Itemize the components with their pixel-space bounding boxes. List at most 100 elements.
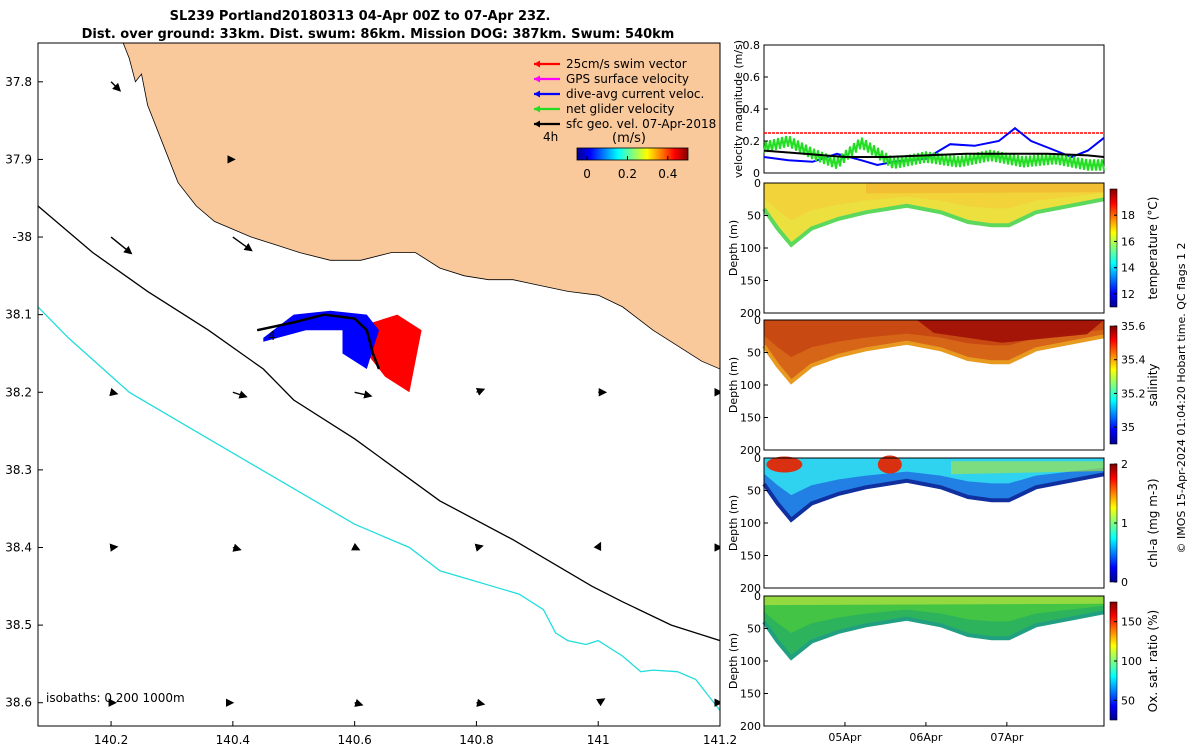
section-deep-band: [764, 192, 1104, 245]
section-ytick-label: 200: [740, 720, 761, 733]
section-cb-label: 35.2: [1121, 387, 1146, 400]
track-marker-label: 4: [268, 329, 276, 343]
land-area: [122, 43, 720, 370]
sfc-arrow-1: [110, 236, 133, 255]
speed-cb-label: 0.2: [618, 167, 637, 181]
section-cb-title: salinity: [1146, 363, 1160, 406]
vel-ytick-label: 0: [753, 167, 760, 180]
sfc-arrow-20: [596, 698, 606, 707]
speed-colorbar: [576, 147, 689, 161]
section-ytick-label: 100: [740, 242, 761, 255]
velocity-line-2: [763, 135, 1105, 171]
legend-label: 25cm/s swim vector: [566, 57, 687, 71]
sfc-arrow-0: [110, 81, 122, 92]
section-ylabel: Depth (m): [727, 633, 740, 689]
section-ytick-label: 150: [740, 275, 761, 288]
map-x-ticks: 140.2 140.4 140.6 140.8 141 141.2: [94, 721, 737, 747]
section-accent: [866, 183, 1104, 194]
section-cb-title: temperature (°C): [1146, 197, 1160, 300]
vel-ytick-label: 0.6: [743, 71, 761, 84]
legend-label: GPS surface velocity: [566, 72, 689, 86]
map-ytick-label: 37.8: [5, 75, 32, 89]
legend-label: net glider velocity: [566, 102, 674, 116]
section-cb-label: 35: [1121, 421, 1135, 434]
legend-item: 25cm/s swim vector: [534, 57, 687, 71]
sfc-arrow-18: [354, 698, 364, 707]
section-cb-label: 100: [1121, 655, 1142, 668]
section-accent: [917, 320, 1104, 343]
section-oxygen-saturation-section: 0 50 100 150 200 Depth (m) 50 100 150 Ox. sat. ra…: [727, 590, 1160, 744]
chl-patch: [766, 456, 803, 473]
section-ytick-label: 100: [740, 517, 761, 530]
section-data-body: [764, 458, 1104, 520]
section-cb-label: 150: [1121, 616, 1142, 629]
legend-arrowhead: [534, 105, 540, 113]
velocity-y-ticks: 0 0.2 0.4 0.6 0.8: [743, 39, 768, 180]
section-ytick-label: 200: [740, 444, 761, 457]
legend-label: dive-avg current veloc.: [566, 87, 704, 101]
vel-ytick-label: 0.8: [743, 39, 761, 52]
velocity-line-3: [763, 149, 1105, 158]
legend-time-label: 4h: [543, 130, 558, 144]
map-frame: [37, 42, 721, 727]
section-ylabel: Depth (m): [727, 495, 740, 551]
sfc-arrow-6: [354, 390, 373, 399]
section-cb-title: chl-a (mg m-3): [1146, 478, 1160, 567]
sfc-arrow-2: [232, 236, 253, 252]
map-ytick-label: 38.1: [5, 308, 32, 322]
section-ytick-label: 0: [754, 590, 761, 603]
section-ytick-label: 50: [747, 623, 761, 636]
section-ytick-label: 150: [740, 412, 761, 425]
velocity-ylabel: velocity magnitude (m/s): [732, 40, 745, 178]
section-ylabel: Depth (m): [727, 357, 740, 413]
section-ytick-label: 50: [747, 347, 761, 360]
sfc-arrow-5: [232, 390, 248, 399]
section-cb-label: 0: [1121, 576, 1128, 589]
map-ytick-label: 38.5: [5, 618, 32, 632]
section-data-body: [764, 183, 1104, 245]
section-cb-label: 35.4: [1121, 354, 1146, 367]
swim-vector-cloud: [366, 314, 422, 393]
section-cb-title: Ox. sat. ratio (%): [1146, 610, 1160, 712]
section-data-body: [764, 596, 1104, 658]
legend-arrowhead: [534, 75, 540, 83]
sfc-arrow-4: [109, 387, 119, 397]
section-cb-label: 18: [1121, 209, 1135, 222]
section-salinity-section: 0 50 100 150 200 Depth (m) 35 35.2 35.4 35.6 salin…: [727, 314, 1160, 457]
section-cb-label: 14: [1121, 262, 1135, 275]
legend-item: dive-avg current veloc.: [534, 87, 704, 101]
section-ytick-label: 150: [740, 550, 761, 563]
section-ylabel: Depth (m): [727, 220, 740, 276]
velocity-series: [763, 126, 1105, 171]
credit-text: © IMOS 15-Apr-2024 01:04:20 Hobart time.…: [1175, 243, 1188, 554]
speed-cb-label: 0.4: [658, 167, 677, 181]
section-colorbar: [1109, 188, 1118, 308]
section-accent: [764, 596, 1104, 606]
map-xtick-label: 140.6: [337, 733, 371, 747]
section-cb-label: 35.6: [1121, 320, 1146, 333]
speed-colorbar-ticks: 0 0.2 0.4: [583, 156, 677, 181]
section-chlorophyll-section: 0 50 100 150 200 Depth (m) 0 1 2 chl-a (mg m-3): [727, 452, 1160, 595]
section-deep-band: [764, 329, 1104, 382]
colorbar-unit: (m/s): [612, 131, 646, 146]
sfc-arrow-13: [474, 543, 484, 552]
section-bottom-rim: [762, 197, 1105, 248]
chl-surface: [951, 461, 1104, 475]
map-xtick-label: 140.4: [216, 733, 250, 747]
legend-arrowhead: [534, 60, 540, 68]
section-bottom-rim: [762, 472, 1105, 523]
map-ytick-label: 38.2: [5, 385, 32, 399]
legend-label: sfc geo. vel. 07-Apr-2018: [566, 117, 716, 131]
section-ytick-label: 150: [740, 688, 761, 701]
sfc-geo-velocity-arrows: [108, 81, 720, 707]
section-deep-band: [764, 605, 1104, 658]
section-cb-label: 1: [1121, 517, 1128, 530]
legend-item: net glider velocity: [534, 102, 674, 116]
map-xtick-label: 140.8: [459, 733, 493, 747]
map-ytick-label: -38: [12, 230, 32, 244]
section-ytick-label: 200: [740, 582, 761, 595]
section-ytick-label: 200: [740, 307, 761, 320]
map-ytick-label: 38.6: [5, 696, 32, 710]
